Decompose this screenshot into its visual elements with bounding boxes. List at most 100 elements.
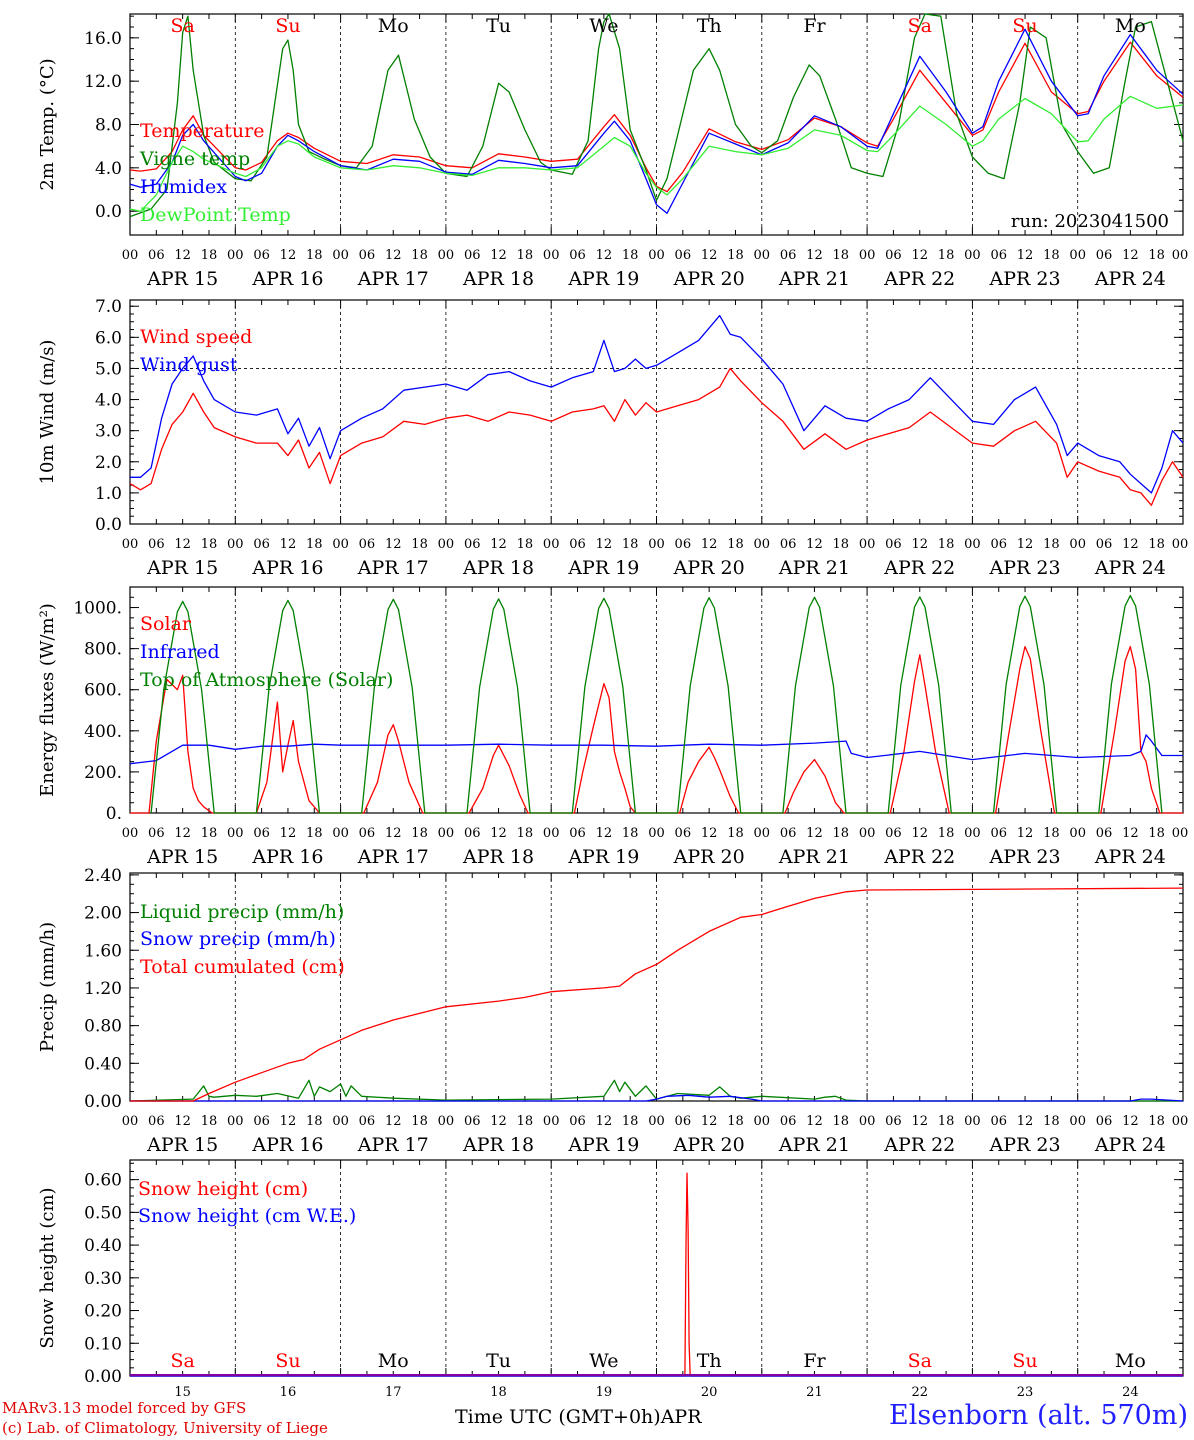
y-tick-label: 600.: [84, 681, 122, 701]
hour-label: 06: [1096, 826, 1113, 841]
hour-label: 06: [990, 1114, 1007, 1129]
weekday-label: We: [589, 15, 618, 37]
hour-label: 06: [569, 248, 586, 263]
hour-label: 06: [253, 248, 270, 263]
panel-energy: 0. 200. 400. 600. 800. 1000. Energy fluxes (W/…: [37, 586, 1189, 868]
weekday-label: Mo: [1115, 1350, 1146, 1372]
hour-label: 00: [543, 826, 560, 841]
day-date-label: APR 23: [989, 846, 1061, 868]
series-line: [129, 95, 1184, 212]
hour-label: 18: [517, 1114, 534, 1129]
day-date-label: APR 17: [357, 846, 429, 868]
hour-label: 18: [1043, 248, 1060, 263]
hour-label: 18: [833, 537, 850, 552]
hour-label: 12: [385, 537, 402, 552]
weekday-label: Su: [1012, 1350, 1037, 1372]
hour-label: 06: [464, 826, 481, 841]
hour-label: 12: [701, 537, 718, 552]
day-date-label: APR 15: [146, 268, 218, 290]
day-number-label: 18: [490, 1385, 507, 1400]
hour-label: 00: [859, 537, 876, 552]
hour-label: 12: [280, 537, 297, 552]
weekday-label: Tu: [486, 1350, 511, 1372]
hour-label: 12: [385, 826, 402, 841]
hour-label: 06: [675, 248, 692, 263]
hour-label: 12: [806, 537, 823, 552]
hour-label: 18: [727, 1114, 744, 1129]
series-line: [130, 887, 1184, 1102]
y-tick-label: 3.0: [95, 422, 122, 442]
hour-label: 00: [543, 248, 560, 263]
y-tick-label: 1.60: [84, 941, 122, 961]
run-label: run: 2023041500: [1011, 211, 1169, 232]
hour-label: 18: [727, 826, 744, 841]
y-tick-label: 0.: [106, 804, 122, 824]
y-axis-label: 10m Wind (m/s): [37, 340, 58, 485]
hour-label: 06: [148, 537, 165, 552]
hour-label: 00: [1172, 826, 1189, 841]
hour-label: 12: [174, 826, 191, 841]
hour-label: 12: [701, 248, 718, 263]
hour-label: 06: [253, 537, 270, 552]
hour-label: 06: [359, 248, 376, 263]
legend-entry: Snow height (cm W.E.): [138, 1205, 356, 1227]
hour-label: 12: [911, 248, 928, 263]
panel-precip: 0.00 0.40 0.80 1.20 1.60 2.00 2.40 Precip (mm/h…: [37, 866, 1188, 1156]
y-tick-label: 200.: [84, 763, 122, 783]
y-tick-label: 0.40: [84, 1054, 122, 1074]
hour-label: 18: [938, 248, 955, 263]
hour-label: 06: [359, 1114, 376, 1129]
hour-label: 06: [148, 248, 165, 263]
hour-label: 12: [596, 826, 613, 841]
day-number-label: 16: [280, 1385, 297, 1400]
day-date-label: APR 16: [251, 1134, 323, 1156]
hour-label: 00: [438, 1114, 455, 1129]
panel-snow: 0.00 0.10 0.20 0.30 0.40 0.50 0.60 Snow height …: [37, 1159, 1184, 1400]
hour-label: 00: [648, 248, 665, 263]
hour-label: 12: [701, 826, 718, 841]
weekday-label: We: [589, 1350, 618, 1372]
hour-label: 18: [201, 537, 218, 552]
hour-label: 00: [543, 1114, 560, 1129]
day-date-label: APR 24: [1094, 557, 1166, 579]
hour-label: 00: [964, 537, 981, 552]
day-number-label: 19: [596, 1385, 613, 1400]
hour-label: 18: [411, 537, 428, 552]
hour-label: 12: [1122, 826, 1139, 841]
day-date-label: APR 22: [883, 846, 955, 868]
weekday-label: Su: [275, 15, 300, 37]
hour-label: 00: [227, 826, 244, 841]
hour-label: 00: [754, 826, 771, 841]
hour-label: 00: [1069, 826, 1086, 841]
day-date-label: APR 15: [146, 557, 218, 579]
y-tick-label: 2.00: [84, 904, 122, 924]
hour-label: 00: [859, 1114, 876, 1129]
hour-label: 06: [569, 1114, 586, 1129]
hour-label: 12: [174, 248, 191, 263]
series-line: [150, 594, 1163, 814]
day-date-label: APR 23: [989, 268, 1061, 290]
day-date-label: APR 19: [567, 557, 639, 579]
series-line: [129, 13, 1184, 218]
legend-entry: Liquid precip (mm/h): [140, 901, 344, 923]
legend-entry: Temperature: [140, 120, 264, 142]
hour-label: 00: [754, 1114, 771, 1129]
hour-label: 12: [490, 537, 507, 552]
series-line: [129, 1079, 1183, 1102]
hour-label: 06: [253, 826, 270, 841]
day-date-label: APR 24: [1094, 846, 1166, 868]
hour-label: 18: [411, 248, 428, 263]
hour-label: 18: [622, 248, 639, 263]
hour-label: 00: [1069, 537, 1086, 552]
y-tick-label: 0.30: [84, 1269, 122, 1289]
legend-entry: Infrared: [140, 641, 220, 663]
hour-label: 12: [596, 248, 613, 263]
hour-label: 00: [859, 248, 876, 263]
day-date-label: APR 18: [462, 557, 534, 579]
hour-label: 12: [280, 826, 297, 841]
hour-label: 00: [754, 248, 771, 263]
hour-label: 00: [332, 1114, 349, 1129]
hour-label: 00: [438, 826, 455, 841]
hour-label: 06: [780, 248, 797, 263]
y-tick-label: 0.20: [84, 1302, 122, 1322]
